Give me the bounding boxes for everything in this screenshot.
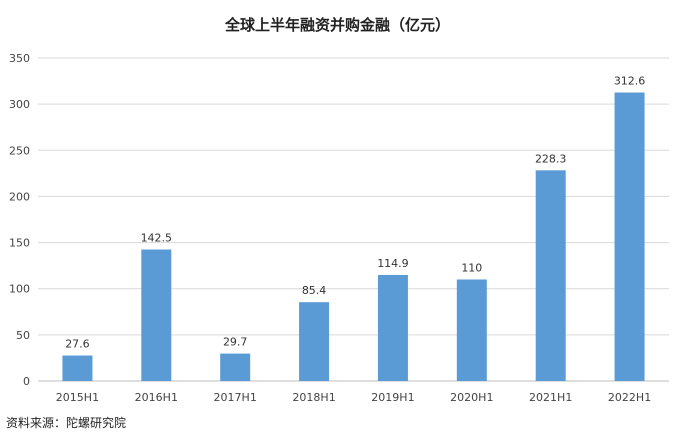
y-tick-label: 100 <box>9 283 30 296</box>
data-label: 85.4 <box>302 284 327 297</box>
y-tick-label: 300 <box>9 98 30 111</box>
bar <box>141 249 172 381</box>
data-label: 27.6 <box>65 338 90 351</box>
data-label: 142.5 <box>141 231 173 244</box>
chart-title: 全球上半年融资并购金融（亿元） <box>224 16 450 34</box>
bar <box>220 353 251 381</box>
data-label: 110 <box>461 261 482 274</box>
x-tick-label: 2020H1 <box>450 391 493 404</box>
x-tick-label: 2021H1 <box>529 391 572 404</box>
bar <box>377 274 408 381</box>
data-label: 114.9 <box>377 257 409 270</box>
data-label: 29.7 <box>223 336 248 349</box>
bar <box>614 92 645 381</box>
x-tick-label: 2018H1 <box>292 391 335 404</box>
data-label: 228.3 <box>535 152 567 165</box>
bar <box>299 302 330 381</box>
y-tick-label: 200 <box>9 190 30 203</box>
source-note: 资料来源：陀螺研究院 <box>6 416 127 430</box>
bar <box>535 170 566 381</box>
y-tick-label: 150 <box>9 237 30 250</box>
bar <box>62 355 93 381</box>
x-tick-label: 2017H1 <box>214 391 257 404</box>
data-label: 312.6 <box>614 75 646 88</box>
x-tick-label: 2016H1 <box>135 391 178 404</box>
bar <box>456 279 487 381</box>
y-tick-label: 50 <box>16 329 30 342</box>
x-tick-label: 2022H1 <box>608 391 651 404</box>
x-tick-label: 2015H1 <box>56 391 99 404</box>
y-tick-label: 250 <box>9 144 30 157</box>
x-tick-label: 2019H1 <box>371 391 414 404</box>
y-tick-label: 0 <box>23 375 30 388</box>
y-tick-label: 350 <box>9 52 30 65</box>
